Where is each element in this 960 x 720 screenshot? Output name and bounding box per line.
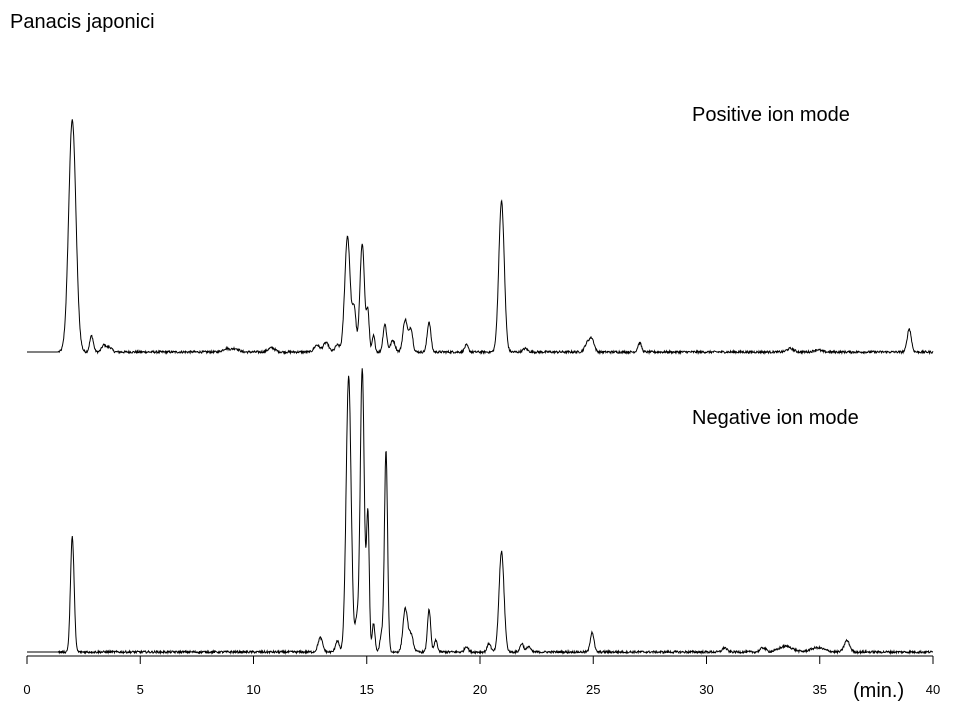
x-tick-label-20: 20 <box>473 682 487 697</box>
positive-trace-group: Positive ion mode <box>27 104 934 356</box>
x-axis-ticks: 0 5 10 15 20 25 30 35 40 <box>23 656 940 697</box>
x-axis-unit-label: (min.) <box>853 680 904 702</box>
x-tick-label-0: 0 <box>23 682 30 697</box>
x-tick-label-25: 25 <box>586 682 600 697</box>
x-tick-label-40: 40 <box>926 682 940 697</box>
negative-ion-label: Negative ion mode <box>692 407 859 429</box>
positive-ion-trace <box>27 119 934 356</box>
chart-title: Panacis japonici <box>10 11 155 33</box>
x-tick-label-10: 10 <box>246 682 260 697</box>
x-axis: 0 5 10 15 20 25 30 35 40 (min.) <box>23 655 940 702</box>
negative-ion-trace <box>27 368 933 656</box>
x-tick-label-5: 5 <box>137 682 144 697</box>
negative-trace-group: Negative ion mode <box>27 368 933 656</box>
x-tick-label-30: 30 <box>699 682 713 697</box>
x-tick-label-35: 35 <box>813 682 827 697</box>
positive-ion-label: Positive ion mode <box>692 104 850 126</box>
x-tick-label-15: 15 <box>360 682 374 697</box>
